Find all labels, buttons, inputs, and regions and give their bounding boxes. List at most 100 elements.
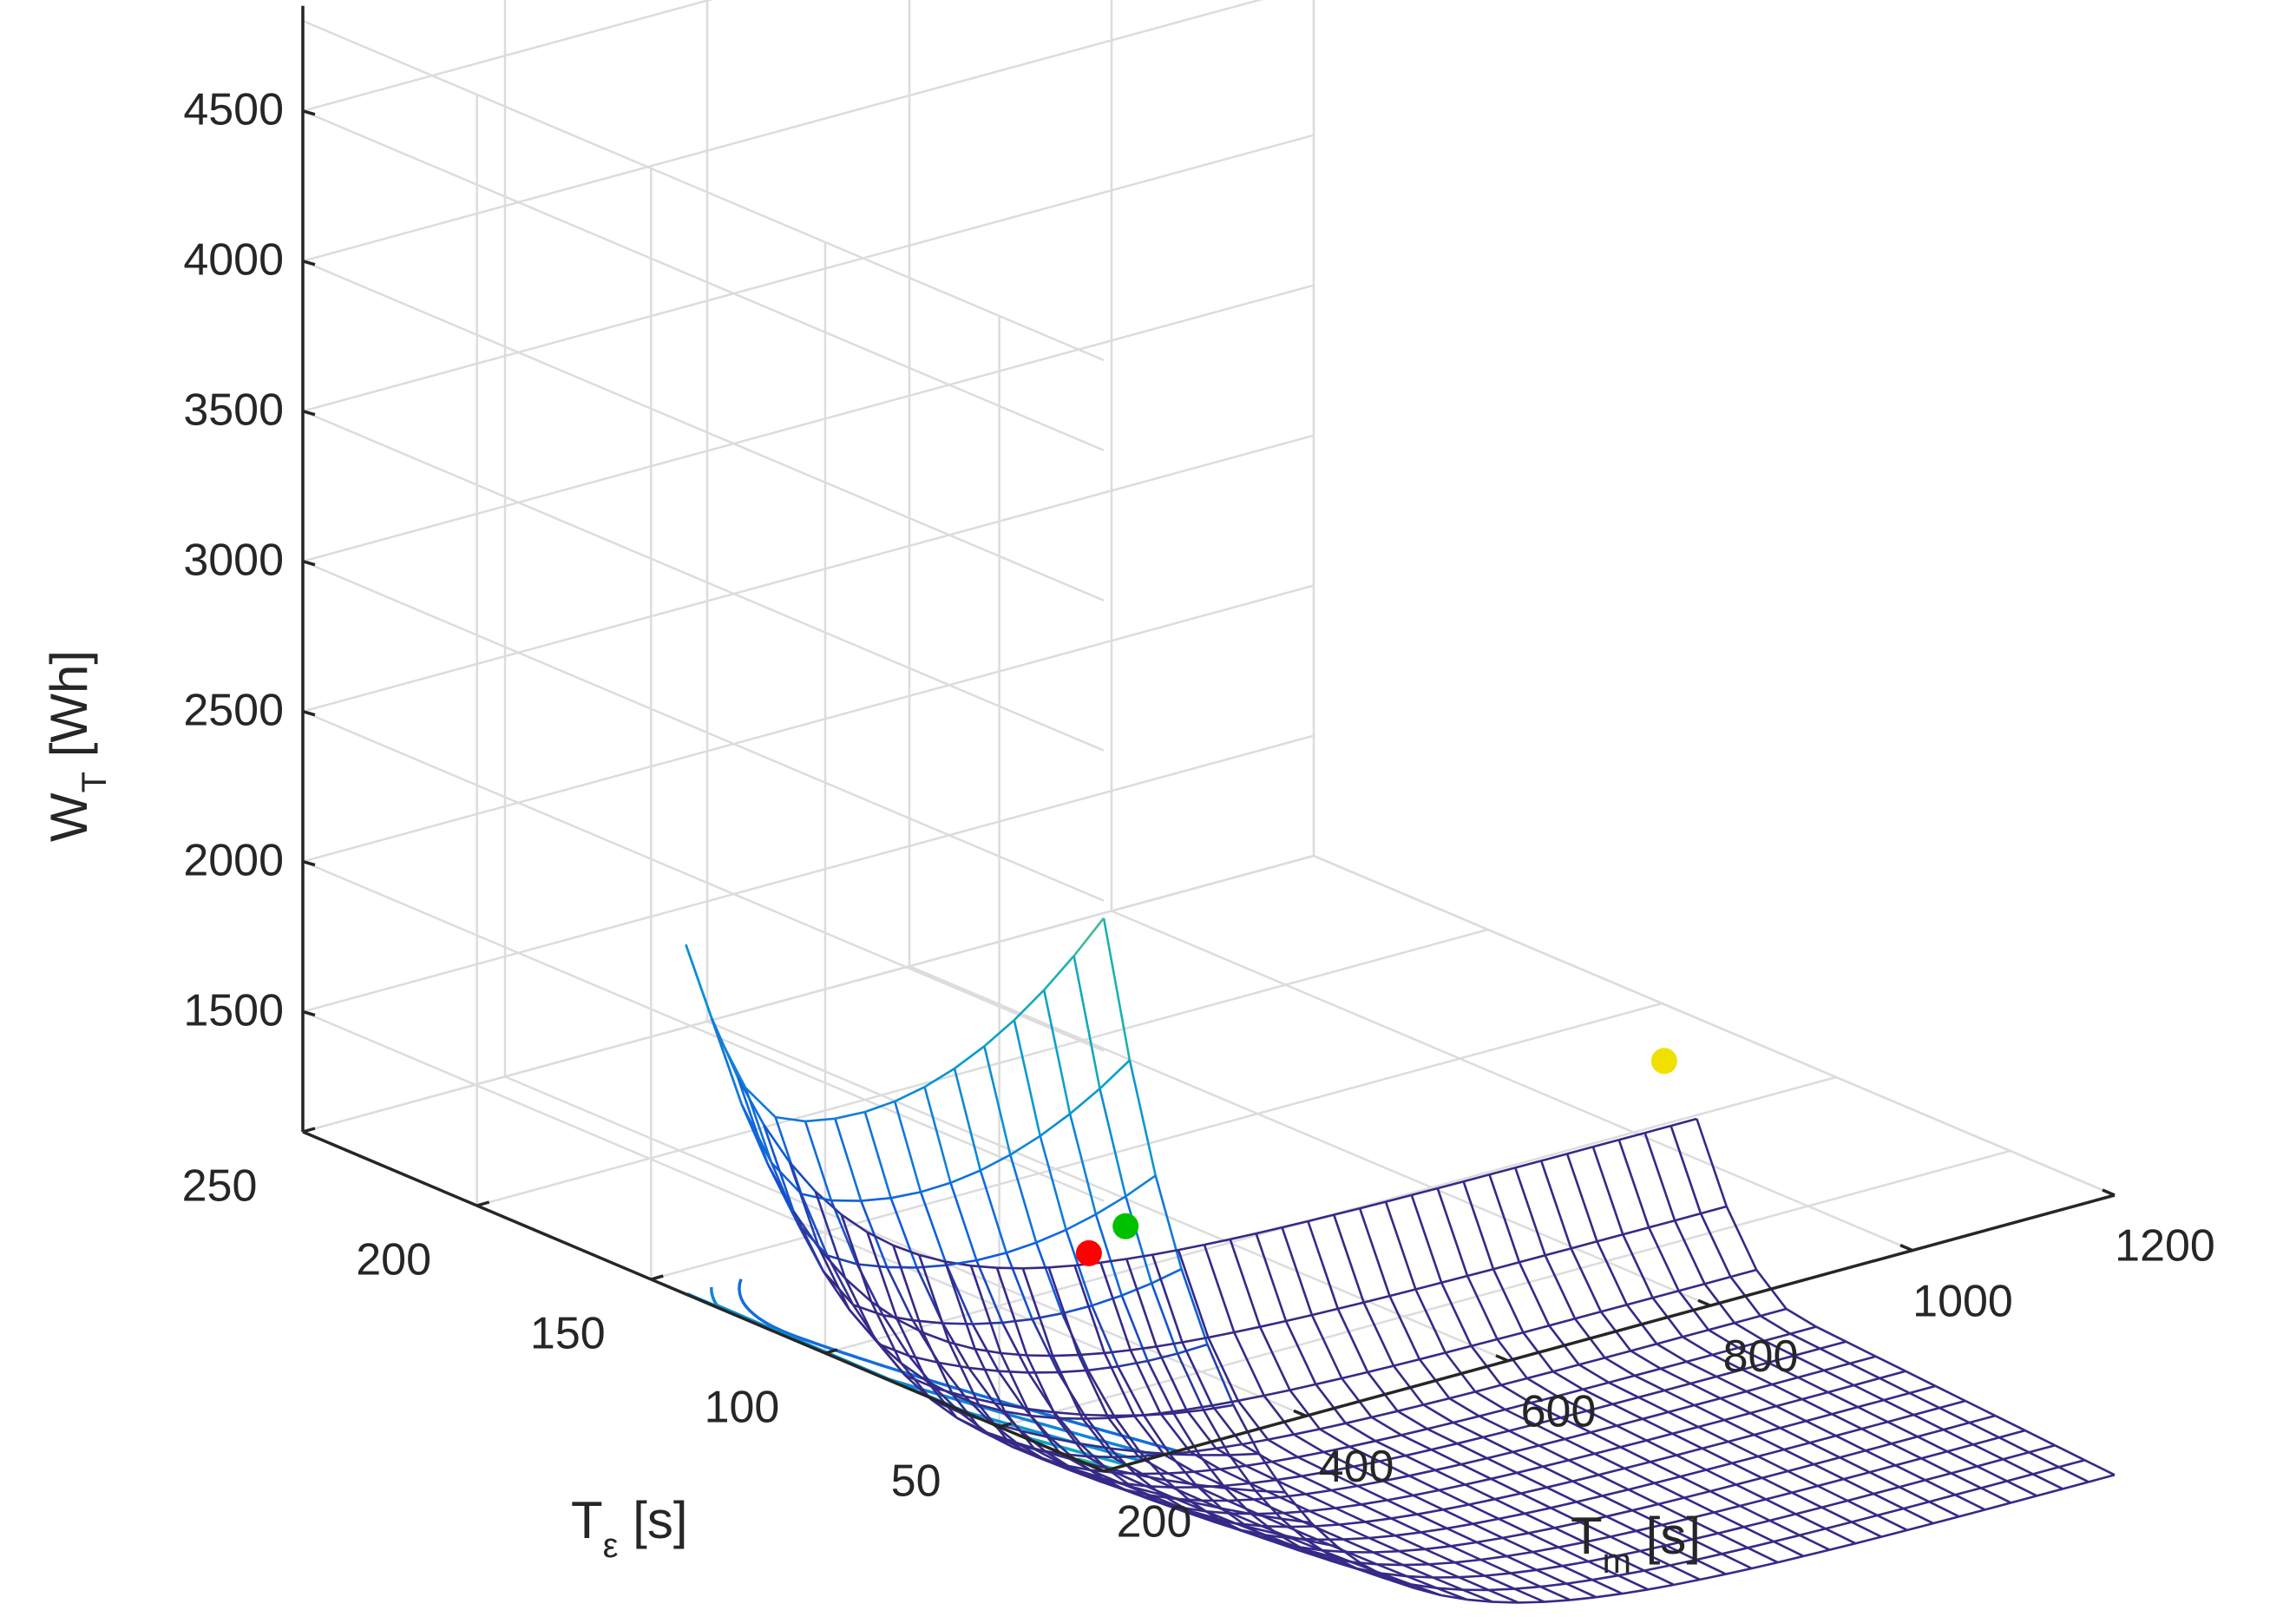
mesh-segment: [1053, 1353, 1079, 1357]
mesh-segment: [1605, 1515, 1637, 1532]
mesh-segment: [1673, 1219, 1706, 1285]
mesh-segment: [2028, 1443, 2056, 1454]
mesh-segment: [954, 1045, 986, 1070]
mesh-segment: [1612, 1403, 1643, 1420]
mesh-segment: [1660, 1367, 1691, 1385]
grid-line: [302, 560, 1105, 902]
mesh-segment: [1084, 1413, 1114, 1417]
mesh-segment: [1617, 1574, 1649, 1591]
mesh-segment: [1124, 1488, 1155, 1502]
mesh-segment: [1616, 1417, 1643, 1427]
mesh-segment: [1371, 1416, 1402, 1436]
mesh-segment: [1289, 1383, 1316, 1391]
z-tick-label: 3500: [183, 385, 284, 435]
mesh-segment: [1381, 1572, 1412, 1586]
mesh-segment: [882, 1314, 910, 1357]
mesh-segment: [1374, 1434, 1402, 1443]
mesh-segment: [1582, 1388, 1614, 1405]
mesh-segment: [1689, 1382, 1722, 1400]
mesh-segment: [1794, 1347, 1820, 1357]
mesh-segment: [711, 1017, 743, 1105]
mesh-segment: [1968, 1421, 2000, 1439]
mesh-segment: [1418, 1358, 1451, 1399]
mesh-segment: [2032, 1473, 2063, 1490]
mesh-segment: [1906, 1522, 1934, 1532]
mesh-segment: [1086, 1455, 1113, 1459]
mesh-segment: [892, 1245, 925, 1333]
mesh-segment: [1203, 1403, 1234, 1411]
mesh-segment: [745, 1087, 777, 1119]
mesh-segment: [1592, 1139, 1620, 1148]
mesh-segment: [1696, 1553, 1722, 1561]
mesh-segment: [1954, 1494, 1986, 1511]
grid-line: [909, 965, 1711, 1307]
mesh-segment: [1207, 1337, 1239, 1402]
mesh-segment: [1951, 1472, 1982, 1489]
mesh-segment: [948, 1341, 975, 1351]
mesh-segment: [1482, 1430, 1510, 1439]
mesh-segment: [1077, 1354, 1110, 1419]
mesh-segment: [1757, 1448, 1785, 1458]
mesh-segment: [1938, 1399, 1966, 1410]
mesh-segment: [1508, 1430, 1540, 1447]
mesh-segment: [1734, 1314, 1761, 1324]
mesh-segment: [948, 1341, 981, 1405]
mesh-segment: [1753, 1433, 1785, 1451]
mesh-segment: [1602, 1495, 1633, 1512]
mesh-segment: [1539, 1585, 1571, 1601]
mesh-segment: [1532, 1546, 1559, 1554]
mesh-segment: [1510, 1568, 1537, 1574]
mesh-segment: [1860, 1428, 1893, 1445]
mesh-segment: [945, 1265, 974, 1325]
mesh-segment: [1747, 1547, 1779, 1564]
z-tick-mark: [302, 260, 316, 266]
mesh-segment: [1301, 1475, 1333, 1492]
mesh-segment: [1760, 1307, 1787, 1318]
mesh-segment: [1749, 1411, 1781, 1430]
mesh-segment: [1582, 1381, 1610, 1390]
mesh-segment: [1642, 1410, 1670, 1421]
mesh-segment: [1462, 1180, 1495, 1270]
mesh-segment: [1154, 1175, 1183, 1270]
mesh-segment: [1454, 1561, 1486, 1577]
z-tick-mark: [302, 1009, 316, 1017]
grid-line: [302, 109, 1105, 451]
mesh-segment: [1668, 1403, 1696, 1414]
mesh-segment: [1797, 1376, 1829, 1394]
mesh-segment: [1257, 1511, 1284, 1515]
mesh-segment: [1249, 1482, 1281, 1499]
mesh-segment: [923, 1086, 952, 1184]
mesh-segment: [1388, 1295, 1421, 1360]
mesh-segment: [1211, 1399, 1239, 1407]
mesh-segment: [1591, 1574, 1619, 1581]
mesh-segment: [1789, 1332, 1821, 1350]
mesh-segment: [1428, 1563, 1460, 1579]
mesh-segment: [968, 1367, 996, 1404]
mesh-segment: [1087, 1365, 1118, 1372]
mesh-segment: [1929, 1494, 1956, 1503]
mesh-segment: [1813, 1463, 1845, 1481]
mesh-segment: [1869, 1464, 1896, 1474]
mesh-segment: [1721, 1553, 1753, 1570]
x-tick-label: 400: [1319, 1442, 1394, 1492]
mesh-segment: [1823, 1362, 1851, 1372]
mesh-segment: [1506, 1555, 1538, 1571]
mesh-segment: [1691, 1532, 1719, 1541]
mesh-segment: [1305, 1493, 1336, 1509]
mesh-segment: [1255, 1489, 1286, 1494]
mesh-segment: [1164, 1453, 1195, 1473]
mesh-segment: [1618, 1131, 1646, 1141]
mesh-segment: [1831, 1413, 1863, 1430]
mesh-segment: [1353, 1460, 1380, 1468]
mesh-segment: [1520, 1486, 1547, 1495]
mesh-segment: [1005, 1252, 1033, 1320]
mesh-segment: [1178, 1243, 1205, 1252]
mesh-segment: [1734, 1322, 1765, 1342]
mesh-segment: [762, 1124, 795, 1212]
mesh-segment: [1437, 1180, 1464, 1190]
x-axis-label-rest: [s]: [1631, 1507, 1701, 1565]
mesh-segment: [1505, 1408, 1536, 1426]
mesh-segment: [1035, 1228, 1067, 1244]
mesh-segment: [1652, 1289, 1679, 1299]
mesh-segment: [1119, 1482, 1151, 1497]
